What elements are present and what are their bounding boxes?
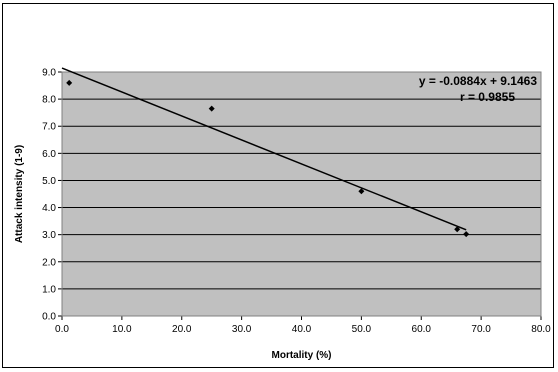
y-tick-label: 1.0 [42, 284, 56, 295]
plot-area [62, 72, 541, 316]
y-tick-label: 6.0 [42, 149, 56, 160]
data-points [66, 79, 470, 238]
plot-border [61, 71, 542, 317]
x-tick-labels: 0.0 10.0 20.0 30.0 40.0 50.0 60.0 70.0 80.0 [55, 324, 551, 335]
x-tick-label: 80.0 [531, 324, 551, 335]
x-tick-label: 20.0 [172, 324, 192, 335]
x-tick-label: 10.0 [112, 324, 132, 335]
y-tick-label: 3.0 [42, 230, 56, 241]
y-tick-label: 9.0 [42, 68, 56, 79]
y-tick-label: 7.0 [42, 122, 56, 133]
y-tick-label: 5.0 [42, 176, 56, 187]
y-axis-title: Attack intensity (1-9) [14, 145, 25, 243]
y-tick-label: 0.0 [42, 312, 56, 323]
y-tick-labels: 0.0 1.0 2.0 3.0 4.0 5.0 6.0 7.0 8.0 9.0 [42, 68, 56, 323]
y-tick-label: 8.0 [42, 95, 56, 106]
x-tick-label: 30.0 [232, 324, 252, 335]
data-point [208, 105, 215, 112]
data-point [454, 226, 461, 233]
x-tick-label: 0.0 [55, 324, 69, 335]
trendline [61, 67, 467, 231]
data-point [358, 188, 365, 195]
data-point [66, 79, 73, 86]
y-tick-label: 2.0 [42, 257, 56, 268]
y-tick-label: 4.0 [42, 203, 56, 214]
x-tick-label: 50.0 [352, 324, 372, 335]
x-axis-title: Mortality (%) [272, 350, 332, 361]
trendline-equation: y = -0.0884x + 9.1463 [419, 74, 537, 88]
x-tick-label: 70.0 [471, 324, 491, 335]
axes [58, 71, 542, 320]
data-point [463, 231, 470, 238]
x-tick-label: 60.0 [412, 324, 432, 335]
correlation-label: r = 0.9855 [460, 90, 515, 104]
x-tick-label: 40.0 [292, 324, 312, 335]
